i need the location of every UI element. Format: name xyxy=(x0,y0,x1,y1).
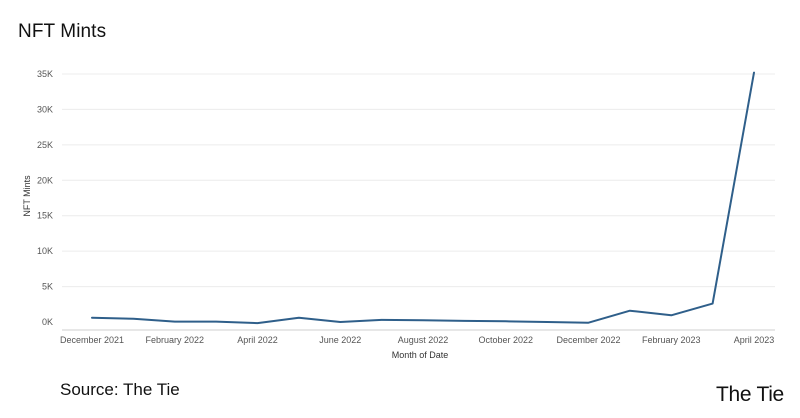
x-tick-label: April 2023 xyxy=(734,335,775,345)
data-point xyxy=(463,320,465,322)
x-tick-label: April 2022 xyxy=(237,335,278,345)
data-point xyxy=(91,317,93,319)
y-tick-label: 0K xyxy=(42,317,53,327)
data-point xyxy=(215,321,217,323)
x-tick-label: August 2022 xyxy=(398,335,449,345)
data-point xyxy=(629,310,631,312)
data-point xyxy=(257,322,259,324)
data-point xyxy=(381,319,383,321)
y-axis-ticks: 0K 5K 10K 15K 20K 25K 30K 35K xyxy=(37,69,53,327)
y-tick-label: 35K xyxy=(37,69,53,79)
x-axis-ticks: December 2021 February 2022 April 2022 June… xyxy=(60,335,774,345)
data-point xyxy=(174,321,176,323)
brand-logo-text: The Tie xyxy=(716,383,784,406)
x-axis-title: Month of Date xyxy=(392,350,449,360)
x-tick-label: February 2022 xyxy=(145,335,204,345)
y-tick-label: 10K xyxy=(37,246,53,256)
data-point xyxy=(588,322,590,324)
y-tick-label: 15K xyxy=(37,211,53,221)
y-tick-label: 5K xyxy=(42,282,53,292)
data-point xyxy=(132,318,134,320)
source-caption: Source: The Tie xyxy=(60,380,180,399)
y-axis-title: NFT Mints xyxy=(22,175,32,217)
data-point xyxy=(712,303,714,305)
y-tick-label: 20K xyxy=(37,175,53,185)
chart-title: NFT Mints xyxy=(18,21,107,42)
series-line-nft-mints xyxy=(91,71,755,325)
x-tick-label: December 2022 xyxy=(556,335,620,345)
x-tick-label: June 2022 xyxy=(319,335,361,345)
gridlines xyxy=(62,73,775,288)
data-point xyxy=(422,319,424,321)
x-tick-label: December 2021 xyxy=(60,335,124,345)
data-point xyxy=(670,314,672,316)
y-tick-label: 25K xyxy=(37,140,53,150)
data-point xyxy=(505,320,507,322)
data-point xyxy=(546,321,548,323)
x-tick-label: February 2023 xyxy=(642,335,701,345)
x-tick-label: October 2022 xyxy=(478,335,533,345)
data-point xyxy=(753,72,755,74)
y-tick-label: 30K xyxy=(37,104,53,114)
data-point xyxy=(298,317,300,319)
data-point xyxy=(339,321,341,323)
